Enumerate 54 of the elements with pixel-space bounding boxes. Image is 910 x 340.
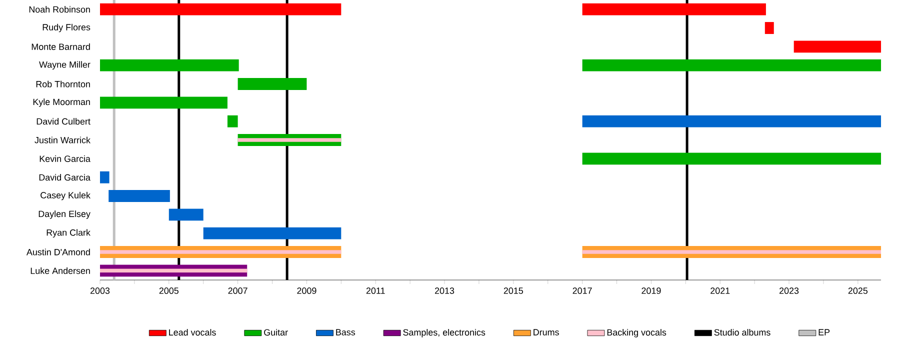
legend-label: Lead vocals (169, 328, 216, 336)
x-tick-label: 2005 (159, 288, 178, 294)
bar (100, 268, 248, 273)
y-tick-label: Rob Thornton (36, 80, 90, 88)
y-tick-label: Justin Warrick (34, 136, 90, 144)
y-tick-label: Kevin Garcia (40, 155, 90, 162)
bar (168, 208, 204, 221)
bar (100, 59, 239, 72)
x-tick-label: 2019 (642, 288, 661, 294)
x-tick-label: 2017 (572, 288, 592, 294)
x-tick-label: 2011 (366, 288, 385, 294)
bar (238, 78, 307, 90)
legend-label: Samples, electronics (403, 328, 486, 338)
legend-label: EP (818, 329, 830, 336)
y-tick-label: Daylen Elsey (38, 210, 90, 219)
y-tick-label: Rudy Flores (42, 24, 90, 32)
bar (582, 59, 882, 72)
y-tick-label: David Garcia (39, 174, 90, 181)
bar (582, 152, 882, 165)
bar (582, 250, 882, 254)
x-tick-label: 2009 (297, 288, 316, 294)
x-tick-label: 2007 (228, 288, 248, 294)
bar (227, 115, 238, 128)
legend-label: Backing vocals (607, 328, 666, 338)
legend-label: Drums (534, 329, 559, 336)
y-tick-label: Luke Andersen (30, 267, 90, 274)
bar (764, 22, 774, 34)
bar (100, 96, 228, 109)
x-tick-label: 2015 (504, 288, 524, 294)
y-tick-label: Noah Robinson (29, 6, 90, 13)
x-tick-label: 2025 (848, 288, 868, 294)
legend-label: Bass (336, 329, 356, 336)
legend-label: Studio albums (714, 328, 770, 336)
bar (582, 115, 882, 128)
bar (100, 250, 342, 254)
bar (100, 3, 342, 16)
x-tick-label: 2013 (434, 288, 454, 294)
bar (100, 171, 110, 184)
y-tick-label: Austin D'Amond (26, 248, 90, 256)
y-tick-label: Casey Kulek (40, 192, 90, 200)
y-tick-label: Ryan Clark (46, 229, 90, 238)
bar (238, 138, 342, 142)
y-tick-label: Wayne Miller (39, 61, 90, 70)
legend-label: Guitar (264, 328, 288, 336)
bar (203, 227, 342, 240)
x-tick-label: 2003 (90, 288, 110, 294)
bar (582, 3, 766, 16)
bar (794, 40, 882, 53)
x-tick-label: 2021 (710, 288, 730, 294)
y-tick-label: Monte Barnard (32, 43, 90, 50)
y-tick-label: David Culbert (36, 118, 90, 125)
bar (108, 190, 170, 202)
x-tick-label: 2023 (780, 288, 799, 294)
y-tick-label: Kyle Moorman (33, 98, 90, 107)
